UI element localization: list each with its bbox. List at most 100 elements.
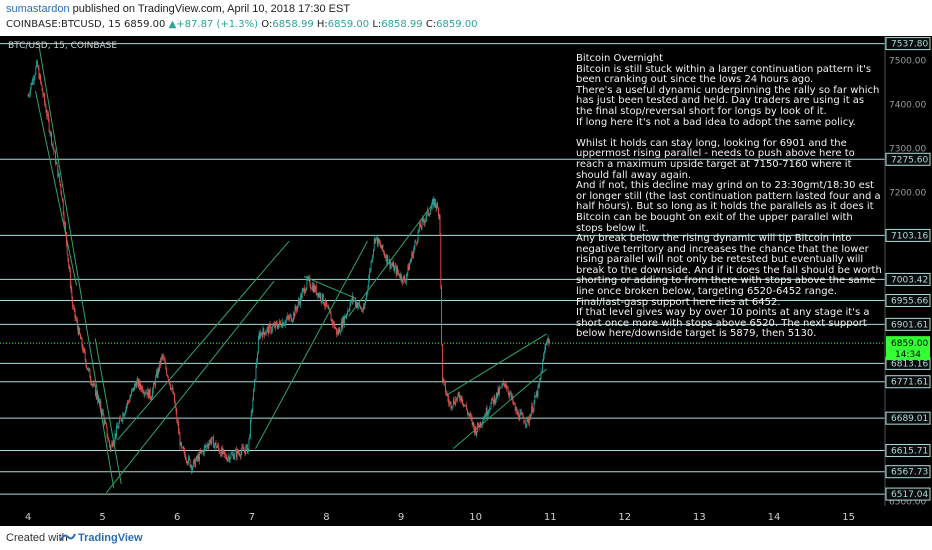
candle-body — [280, 322, 282, 327]
candle-body — [265, 332, 267, 334]
candle-body — [272, 325, 274, 327]
candle-body — [214, 444, 215, 448]
candle-body — [98, 398, 100, 403]
candle-body — [292, 320, 294, 322]
candle-body — [210, 440, 212, 444]
candle-body — [419, 223, 421, 231]
candle-body — [276, 323, 278, 327]
candle-body — [339, 328, 341, 333]
candle-body — [337, 331, 339, 334]
author-link[interactable]: sumastardon — [6, 3, 70, 15]
candle-body — [539, 380, 540, 386]
candle-body — [375, 237, 377, 242]
candle-body — [344, 316, 346, 318]
x-tick-label: 15 — [842, 512, 855, 523]
candle-body — [351, 296, 353, 302]
candle-body — [296, 309, 298, 311]
candle-body — [496, 392, 497, 400]
candle-body — [308, 277, 309, 279]
candle-body — [140, 386, 142, 390]
candle-body — [456, 398, 457, 401]
candle-body — [516, 408, 518, 415]
candle-body — [28, 95, 30, 97]
candle-body — [431, 201, 433, 207]
candle-body — [104, 421, 106, 424]
candle-body — [469, 414, 471, 416]
candle-body — [135, 384, 137, 388]
candle-body — [322, 293, 324, 304]
candle-body — [76, 320, 78, 327]
candle-body — [89, 369, 91, 379]
chart-title: BTC/USD, 15, COINBASE — [8, 41, 117, 51]
candle-body — [473, 422, 475, 427]
candle-body — [480, 421, 482, 426]
candle-body — [370, 261, 372, 270]
candle-body — [285, 320, 287, 324]
candle-body — [453, 399, 455, 404]
candle-body — [286, 319, 287, 321]
candle-body — [513, 402, 515, 404]
candle-body — [56, 162, 58, 166]
candle-body — [397, 268, 399, 273]
created-with-label: Created with — [6, 532, 68, 544]
candle-body — [440, 234, 442, 286]
up-arrow-icon: ▲ — [168, 19, 177, 30]
candle-body — [463, 403, 464, 406]
candle-body — [329, 311, 331, 315]
candle-body — [300, 294, 301, 305]
level-label: 6955.66 — [891, 296, 928, 306]
candle-body — [217, 445, 218, 448]
candle-body — [146, 392, 148, 396]
candle-body — [499, 387, 501, 389]
candle-body — [235, 449, 236, 452]
candle-body — [159, 361, 161, 365]
candle-body — [121, 420, 123, 422]
candle-body — [468, 413, 470, 416]
candle-body — [228, 456, 229, 459]
candle-body — [470, 416, 472, 419]
candle-body — [354, 299, 356, 301]
candle-body — [530, 413, 532, 420]
candle-body — [432, 199, 434, 202]
candle-body — [112, 442, 113, 447]
candle-body — [250, 412, 252, 420]
candle-body — [524, 422, 526, 425]
candle-body — [543, 352, 545, 356]
candle-body — [92, 384, 94, 386]
candle-body — [382, 244, 384, 251]
y-tick-label: 7400.00 — [889, 100, 926, 110]
candle-body — [315, 286, 317, 295]
price-chart[interactable]: 7500.00 7400.00 7300.00 7200.00 6500.00 4 5 6 7 8… — [0, 36, 932, 526]
trend-channel-line — [445, 333, 547, 397]
candle-body — [413, 246, 415, 251]
candle-body — [175, 407, 177, 412]
chart-header: sumastardon published on TradingView.com… — [0, 0, 932, 36]
candle-body — [502, 384, 504, 386]
candle-body — [380, 243, 381, 247]
candle-body — [157, 368, 159, 377]
candle-body — [80, 338, 82, 340]
candle-body — [279, 320, 281, 323]
candle-body — [105, 423, 107, 428]
candle-body — [433, 199, 435, 207]
trend-channel-line — [94, 338, 122, 485]
candle-body — [400, 274, 402, 279]
candle-body — [64, 222, 66, 224]
candle-body — [377, 238, 379, 245]
candle-body — [534, 395, 536, 402]
chart-area[interactable]: 7500.00 7400.00 7300.00 7200.00 6500.00 4 5 6 7 8… — [0, 36, 932, 526]
candle-body — [482, 419, 484, 424]
candle-body — [279, 320, 280, 325]
candle-body — [271, 330, 273, 332]
candle-body — [204, 446, 206, 448]
candle-body — [290, 315, 292, 322]
tradingview-brand[interactable]: TradingView — [78, 532, 143, 544]
candle-body — [388, 259, 390, 264]
candle-body — [224, 451, 226, 455]
candle-body — [309, 278, 311, 287]
candle-body — [290, 315, 291, 317]
candle-body — [481, 424, 482, 426]
candle-body — [533, 401, 535, 409]
candle-body — [120, 417, 121, 419]
candle-body — [151, 397, 153, 400]
